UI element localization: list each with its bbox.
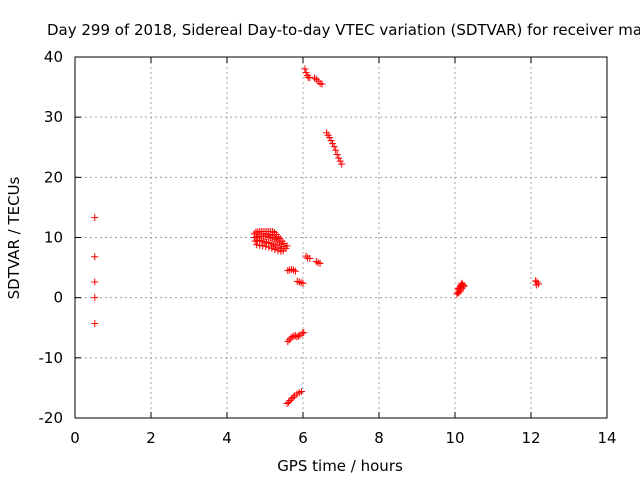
data-point xyxy=(299,279,307,287)
data-point xyxy=(284,338,292,346)
data-point xyxy=(533,278,541,286)
data-point xyxy=(259,242,267,250)
data-point xyxy=(91,320,99,328)
x-tick-label: 0 xyxy=(70,429,80,447)
y-tick-label: -10 xyxy=(39,349,64,367)
data-point xyxy=(295,278,303,286)
data-point xyxy=(532,277,540,285)
data-point xyxy=(312,258,320,266)
x-tick-label: 8 xyxy=(374,429,384,447)
grid xyxy=(75,57,607,418)
x-tick-label: 6 xyxy=(298,429,308,447)
data-point xyxy=(314,259,322,267)
data-point xyxy=(283,400,291,408)
data-point xyxy=(318,80,326,88)
data-point xyxy=(285,336,293,344)
y-tick-label: -20 xyxy=(39,409,64,427)
data-point xyxy=(532,281,540,289)
data-point xyxy=(290,266,297,274)
data-point xyxy=(271,246,279,254)
y-tick-label: 0 xyxy=(53,289,63,307)
data-point xyxy=(91,294,99,302)
data-point xyxy=(327,137,335,145)
x-axis-label: GPS time / hours xyxy=(277,457,403,475)
data-point xyxy=(297,388,305,396)
data-point xyxy=(329,140,337,148)
data-point xyxy=(460,282,468,290)
data-point xyxy=(285,398,293,406)
x-tick-label: 2 xyxy=(146,429,156,447)
data-point xyxy=(306,255,314,263)
data-point xyxy=(302,252,310,260)
y-tick-label: 30 xyxy=(44,108,63,126)
y-tick-label: 10 xyxy=(44,229,63,247)
data-point xyxy=(300,329,308,337)
data-point xyxy=(253,241,261,249)
data-point xyxy=(268,244,276,252)
data-point xyxy=(272,234,280,241)
data-point xyxy=(265,230,273,238)
data-point xyxy=(302,69,310,77)
y-tick-label: 20 xyxy=(44,168,63,186)
data-point xyxy=(297,279,305,287)
data-point xyxy=(301,65,309,73)
data-point xyxy=(291,267,299,275)
y-axis-label: SDTVAR / TECUs xyxy=(5,176,23,299)
x-axis: 0 2 4 6 8 10 12 14 xyxy=(70,57,617,447)
data-point xyxy=(330,143,338,151)
x-tick-label: 10 xyxy=(445,429,464,447)
data-point xyxy=(310,74,318,82)
data-point xyxy=(306,73,314,81)
data-point xyxy=(293,333,301,341)
data-point xyxy=(91,278,99,286)
data-point xyxy=(454,285,462,293)
data-point xyxy=(333,150,341,158)
data-point xyxy=(453,290,461,298)
data-point xyxy=(298,329,306,337)
data-point xyxy=(336,157,344,165)
data-point xyxy=(316,259,324,267)
data-points xyxy=(91,65,543,408)
y-tick-label: 40 xyxy=(44,48,63,66)
data-point xyxy=(286,397,294,405)
data-point xyxy=(262,243,270,251)
data-point xyxy=(291,332,299,340)
x-tick-label: 12 xyxy=(521,429,540,447)
data-point xyxy=(271,229,278,237)
data-point xyxy=(287,334,295,342)
data-point xyxy=(269,232,277,240)
data-point xyxy=(261,230,269,238)
data-point xyxy=(326,134,334,142)
data-point xyxy=(256,241,264,249)
data-point xyxy=(91,214,99,222)
data-point xyxy=(338,160,346,168)
data-point xyxy=(289,394,297,402)
data-point xyxy=(288,395,296,403)
data-point xyxy=(455,289,463,297)
data-point xyxy=(294,332,302,340)
chart-title: Day 299 of 2018, Sidereal Day-to-day VTE… xyxy=(47,21,640,39)
data-point xyxy=(288,265,296,273)
data-point xyxy=(312,75,320,83)
data-point xyxy=(265,243,273,251)
data-point xyxy=(335,154,343,162)
x-tick-label: 4 xyxy=(222,429,232,447)
x-tick-label: 14 xyxy=(597,429,616,447)
data-point xyxy=(253,228,261,236)
data-point xyxy=(283,242,291,250)
data-point xyxy=(459,283,467,291)
y-axis: -20 -10 0 10 20 30 40 xyxy=(39,48,607,427)
data-point xyxy=(332,146,340,154)
data-point xyxy=(284,267,292,275)
data-point xyxy=(293,277,301,285)
data-point xyxy=(91,253,99,261)
